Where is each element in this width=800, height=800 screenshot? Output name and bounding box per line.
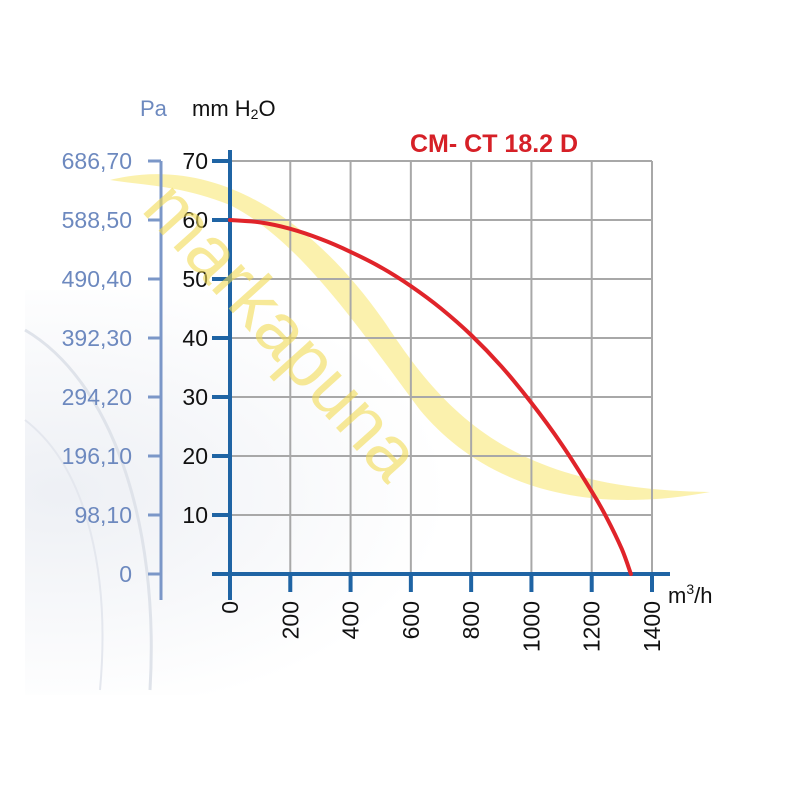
- pa-tick-label: 0: [119, 561, 132, 587]
- x-tick-label: 400: [338, 601, 364, 639]
- x-tick-label: 800: [458, 601, 484, 639]
- x-unit-base: m: [668, 583, 686, 608]
- mmh2o-unit-sub: 2: [251, 106, 259, 122]
- tick-labels: 0 98,10 196,10 294,20 392,30 490,40 588,50 686,…: [62, 148, 665, 652]
- pa-tick-label: 588,50: [62, 207, 132, 233]
- y-tick-label: 10: [182, 502, 208, 528]
- pa-tick-label: 196,10: [62, 443, 132, 469]
- x-tick-label: 1000: [518, 601, 544, 652]
- y-tick-label: 60: [182, 207, 208, 233]
- background-arc: [24, 419, 104, 691]
- x-tick-label: 0: [217, 601, 243, 614]
- x-tick-label: 200: [277, 601, 303, 639]
- pa-unit-label: Pa: [140, 96, 168, 121]
- pa-tick-label: 294,20: [62, 384, 132, 410]
- pa-tick-label: 98,10: [74, 502, 132, 528]
- axes: [148, 150, 670, 600]
- x-tick-label: 1400: [639, 601, 665, 652]
- x-tick-label: 1200: [579, 601, 605, 652]
- background-arc: [24, 328, 153, 691]
- pa-tick-label: 392,30: [62, 325, 132, 351]
- y-tick-label: 50: [182, 266, 208, 292]
- mmh2o-unit-pre: mm H: [192, 96, 251, 121]
- series-layer: [228, 218, 633, 576]
- pa-tick-label: 490,40: [62, 266, 132, 292]
- series-line-0: [228, 218, 633, 576]
- background-panel: [25, 290, 730, 695]
- y-tick-label: 40: [182, 325, 208, 351]
- mmh2o-unit-post: O: [258, 96, 275, 121]
- x-tick-label: 600: [398, 601, 424, 639]
- y-tick-label: 30: [182, 384, 208, 410]
- x-unit-sup: 3: [686, 581, 694, 597]
- y-tick-label: 20: [182, 443, 208, 469]
- mmh2o-unit-label: mm H2O: [192, 96, 276, 122]
- pa-tick-label: 686,70: [62, 148, 132, 174]
- x-axis-unit-label: m3/h: [668, 581, 712, 608]
- y-tick-label: 70: [182, 148, 208, 174]
- chart-title: CM- CT 18.2 D: [410, 130, 578, 158]
- x-unit-tail: /h: [694, 583, 712, 608]
